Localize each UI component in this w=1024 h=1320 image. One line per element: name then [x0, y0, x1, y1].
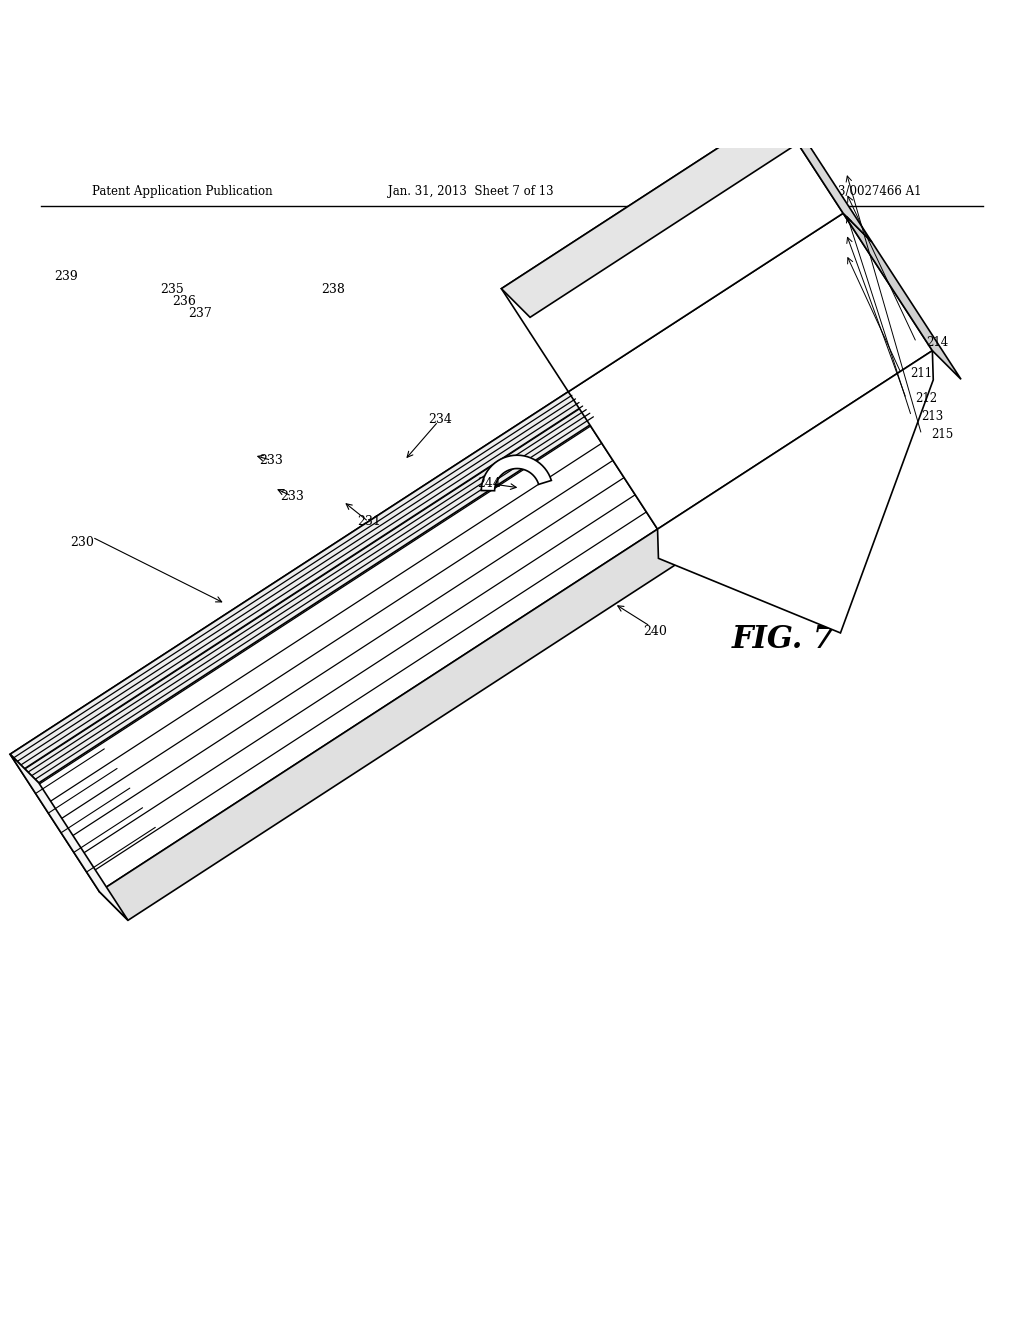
Text: 237: 237 [187, 308, 212, 321]
Polygon shape [657, 351, 933, 634]
Polygon shape [481, 455, 551, 491]
Text: 211: 211 [910, 367, 933, 380]
Text: 238: 238 [321, 282, 345, 296]
Polygon shape [502, 110, 805, 317]
Polygon shape [10, 392, 597, 783]
Polygon shape [10, 754, 128, 920]
Polygon shape [843, 214, 962, 379]
Text: 215: 215 [931, 428, 953, 441]
Text: Jan. 31, 2013  Sheet 7 of 13: Jan. 31, 2013 Sheet 7 of 13 [388, 185, 554, 198]
Polygon shape [502, 110, 843, 392]
Text: 212: 212 [915, 392, 938, 405]
Text: 236: 236 [172, 296, 197, 308]
Polygon shape [99, 529, 686, 920]
Text: Patent Application Publication: Patent Application Publication [92, 185, 272, 198]
Text: 230: 230 [70, 536, 94, 549]
Text: 213: 213 [921, 409, 943, 422]
Text: 231: 231 [356, 515, 381, 528]
Polygon shape [568, 214, 933, 529]
Polygon shape [776, 110, 871, 242]
Text: 244: 244 [477, 478, 502, 490]
Text: 233: 233 [259, 454, 284, 467]
Polygon shape [10, 392, 657, 891]
Text: 235: 235 [160, 282, 184, 296]
Text: 233: 233 [280, 490, 304, 503]
Text: 234: 234 [428, 413, 453, 426]
Text: FIG. 7: FIG. 7 [732, 624, 836, 655]
Text: 240: 240 [643, 624, 668, 638]
Text: US 2013/0027466 A1: US 2013/0027466 A1 [794, 185, 922, 198]
Text: 214: 214 [926, 337, 948, 348]
Text: 239: 239 [54, 269, 79, 282]
